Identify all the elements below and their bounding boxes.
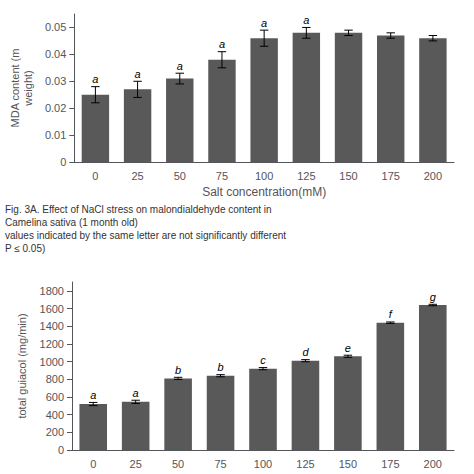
svg-text:50: 50 [174,170,186,182]
svg-text:175: 175 [382,170,400,182]
svg-text:200: 200 [424,458,442,470]
svg-text:150: 150 [339,170,357,182]
svg-text:1600: 1600 [40,303,64,315]
svg-text:g: g [430,291,437,303]
svg-text:50: 50 [172,458,184,470]
svg-text:100: 100 [255,170,273,182]
svg-text:0.01: 0.01 [45,129,66,141]
svg-text:125: 125 [297,170,315,182]
svg-text:1800: 1800 [40,285,64,297]
svg-text:25: 25 [131,170,143,182]
svg-text:e: e [345,342,351,354]
svg-text:800: 800 [46,373,64,385]
svg-text:f: f [389,308,393,320]
svg-text:125: 125 [296,458,314,470]
svg-text:MDA content (m: MDA content (m [9,49,21,128]
svg-text:0: 0 [90,458,96,470]
svg-text:0.02: 0.02 [45,102,66,114]
svg-text:a: a [177,60,183,72]
svg-text:0.04: 0.04 [45,48,66,60]
svg-text:400: 400 [46,409,64,421]
svg-text:0: 0 [92,170,98,182]
svg-text:0: 0 [58,444,64,456]
svg-text:1400: 1400 [40,320,64,332]
svg-text:total guiacol (mg/min): total guiacol (mg/min) [16,313,28,418]
svg-text:a: a [90,389,96,401]
svg-text:c: c [260,354,266,366]
svg-text:100: 100 [254,458,272,470]
svg-text:a: a [133,387,139,399]
svg-text:a: a [219,38,225,50]
svg-text:150: 150 [339,458,357,470]
svg-text:a: a [135,68,141,80]
svg-text:0: 0 [60,156,66,168]
svg-text:25: 25 [130,458,142,470]
svg-text:200: 200 [424,170,442,182]
svg-text:values indicated by the same l: values indicated by the same letter are … [5,230,286,241]
svg-text:200: 200 [46,426,64,438]
svg-text:0.05: 0.05 [45,21,66,33]
svg-text:1000: 1000 [40,356,64,368]
svg-text:a: a [303,14,309,26]
svg-text:weight): weight) [22,70,34,106]
svg-text:Salt concentration(mM): Salt concentration(mM) [202,185,326,199]
svg-text:b: b [175,364,181,376]
svg-text:75: 75 [216,170,228,182]
svg-text:175: 175 [381,458,399,470]
svg-text:d: d [302,346,309,358]
svg-text:b: b [217,361,223,373]
svg-text:600: 600 [46,391,64,403]
svg-text:75: 75 [214,458,226,470]
svg-text:1200: 1200 [40,338,64,350]
svg-text:Camelina sativa (1 month old): Camelina sativa (1 month old) [5,217,138,228]
svg-text:P ≤ 0.05): P ≤ 0.05) [5,243,45,254]
svg-text:0.03: 0.03 [45,75,66,87]
svg-text:a: a [261,17,267,29]
svg-text:Fig. 3A. Effect of NaCl stress: Fig. 3A. Effect of NaCl stress on malond… [5,204,272,215]
svg-text:a: a [92,73,98,85]
